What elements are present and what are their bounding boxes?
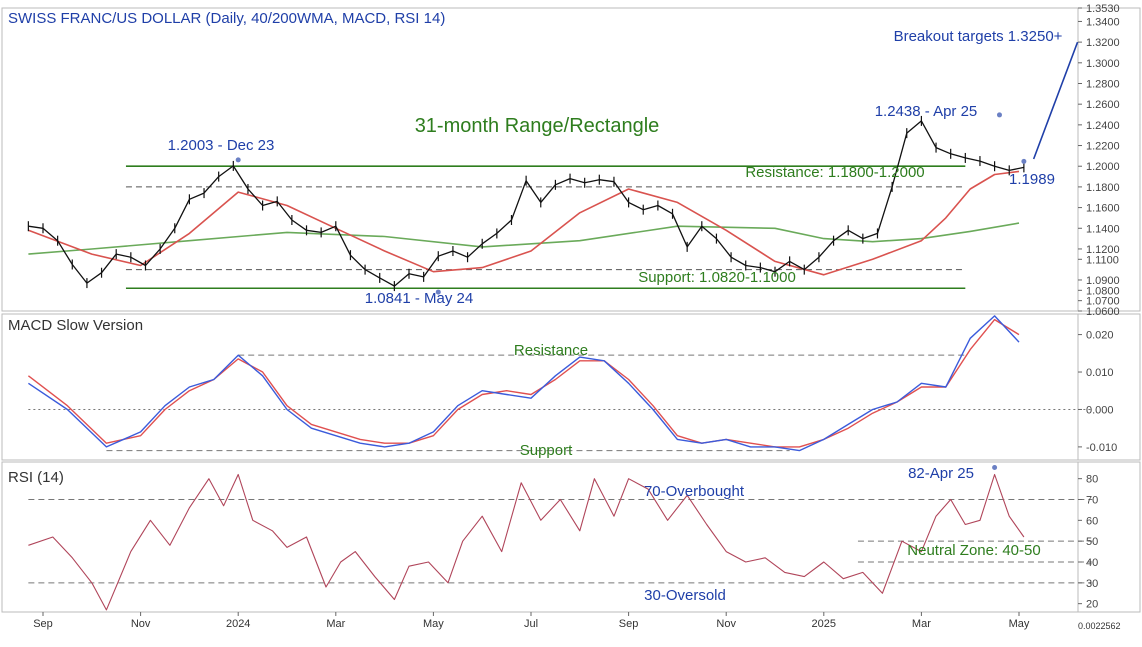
y-tick-label: 1.2400	[1086, 120, 1120, 132]
range-label: 31-month Range/Rectangle	[415, 115, 660, 137]
y-tick-label: 1.1600	[1086, 203, 1120, 215]
breakout-arrow	[1032, 41, 1079, 160]
macd-panel: MACD Slow Version 0.0200.0100.000-0.010 …	[8, 315, 1117, 459]
y-tick-label: 80	[1086, 474, 1098, 486]
panel-frame-2	[1, 461, 1141, 613]
rsi-title: RSI (14)	[8, 469, 64, 486]
y-tick-label: 0.000	[1086, 404, 1114, 416]
x-tick-label: May	[1009, 618, 1030, 630]
price-levels	[125, 165, 966, 290]
panel-frames	[1, 7, 1141, 613]
x-tick-label: Nov	[131, 618, 151, 630]
y-tick-label: 1.2600	[1086, 99, 1120, 111]
panel-frame-0	[1, 7, 1141, 312]
rsi-peak-label: 82-Apr 25	[908, 465, 974, 482]
annotation-dot	[1021, 158, 1027, 164]
y-tick-label: 1.1100	[1086, 254, 1119, 266]
rsi-line	[28, 473, 1025, 611]
panel-frame-1	[1, 313, 1141, 461]
x-tick-label: 2024	[226, 618, 250, 630]
low-may24-label: 1.0841 - May 24	[365, 290, 473, 307]
rsi-series	[28, 473, 1025, 611]
rsi-peak-dot	[992, 465, 998, 470]
rsi-y-axis: 80 70 60 50 40 30 20	[1078, 474, 1098, 611]
y-tick-label: 1.3000	[1086, 58, 1120, 70]
rsi-overbought-label: 70-Overbought	[644, 483, 745, 500]
y-tick-label: 1.1200	[1086, 244, 1120, 256]
high-apr25-label: 1.2438 - Apr 25	[875, 103, 978, 120]
rsi-neutral-label: Neutral Zone: 40-50	[907, 542, 1040, 559]
y-tick-label: 1.1400	[1086, 223, 1120, 235]
y-tick-label: 1.1800	[1086, 182, 1120, 194]
y-tick-label: 50	[1086, 536, 1098, 548]
last-value-label: 1.1989	[1009, 171, 1055, 188]
y-tick-label: 60	[1086, 515, 1098, 527]
y-tick-label: 1.3400	[1086, 16, 1120, 28]
x-tick-label: Jul	[524, 618, 538, 630]
macd-line	[28, 315, 1020, 452]
chart-title: SWISS FRANC/US DOLLAR (Daily, 40/200WMA,…	[8, 10, 445, 27]
x-axis: Sep Nov 2024 Mar May Jul Sep Nov 2025 Mar May	[33, 612, 1030, 630]
rsi-oversold-label: 30-Oversold	[644, 587, 726, 604]
y-tick-label: 1.3200	[1086, 37, 1120, 49]
y-tick-label: 0.020	[1086, 330, 1114, 342]
ma-40-line	[28, 170, 1020, 276]
macd-series	[27, 315, 1020, 452]
macd-support-label: Support	[520, 442, 573, 459]
x-tick-label: Sep	[619, 618, 639, 630]
x-tick-label: 2025	[812, 618, 836, 630]
x-tick-label: May	[423, 618, 444, 630]
macd-levels	[28, 354, 1093, 452]
annotation-dot	[435, 289, 441, 295]
macd-title: MACD Slow Version	[8, 317, 143, 334]
y-tick-label: 1.2200	[1086, 141, 1120, 153]
annotation-dot	[996, 112, 1002, 118]
footer-value: 0.0022562	[1078, 621, 1121, 631]
y-tick-label: 30	[1086, 578, 1098, 590]
y-tick-label: 1.3530	[1086, 3, 1120, 15]
price-panel: SWISS FRANC/US DOLLAR (Daily, 40/200WMA,…	[8, 3, 1120, 318]
y-tick-label: 1.0900	[1086, 275, 1120, 287]
rsi-markers	[992, 465, 998, 470]
y-tick-label: -0.010	[1086, 442, 1117, 454]
resistance-label: Resistance: 1.1800-1.2000	[745, 164, 924, 181]
x-tick-label: Nov	[716, 618, 736, 630]
y-tick-label: 1.0700	[1086, 296, 1120, 308]
price-series	[27, 115, 1025, 292]
y-tick-label: 20	[1086, 599, 1098, 611]
price-markers	[235, 41, 1079, 295]
x-tick-label: Mar	[912, 618, 931, 630]
x-tick-label: Mar	[326, 618, 345, 630]
y-tick-label: 1.0800	[1086, 285, 1120, 297]
support-label: Support: 1.0820-1.1000	[638, 269, 796, 286]
y-tick-label: 70	[1086, 495, 1098, 507]
breakout-label: Breakout targets 1.3250+	[894, 28, 1063, 45]
y-tick-label: 1.2000	[1086, 161, 1120, 173]
y-tick-label: 1.2800	[1086, 78, 1120, 90]
y-tick-label: 1.0600	[1086, 306, 1120, 318]
macd-y-axis: 0.020 0.010 0.000 -0.010	[1078, 330, 1117, 454]
x-tick-label: Sep	[33, 618, 53, 630]
ma-200-line	[28, 222, 1020, 255]
y-tick-label: 40	[1086, 557, 1098, 569]
macd-resistance-label: Resistance	[514, 342, 588, 359]
y-tick-label: 0.010	[1086, 367, 1114, 379]
high-dec23-label: 1.2003 - Dec 23	[168, 137, 275, 154]
annotation-dot	[235, 157, 241, 163]
rsi-panel: RSI (14) 80 70 60 50 40 30 20 70-Overbought 30…	[8, 465, 1098, 611]
